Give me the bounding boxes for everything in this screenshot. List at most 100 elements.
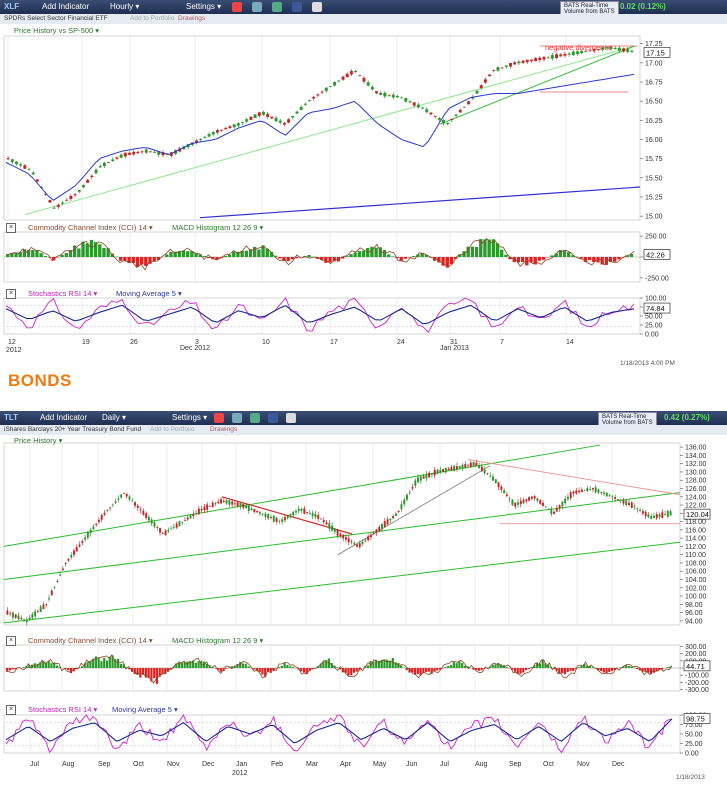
close-panel-icon[interactable]: × [6, 289, 16, 299]
facebook-icon[interactable] [268, 413, 278, 423]
tlt-cci-macd-bar [75, 668, 78, 670]
add-indicator-button[interactable]: Add Indicator [40, 413, 88, 422]
tlt-cci-macd-bar [491, 664, 494, 668]
xlf-steep-trendline [439, 45, 636, 125]
tlt-price-candle [619, 500, 622, 501]
print-icon[interactable] [252, 2, 262, 12]
xlf-cci-macd-bar [433, 257, 437, 261]
tlt-price-y-tick-label: 116.00 [685, 527, 706, 534]
xlf-price-candle [496, 67, 500, 71]
email-icon[interactable] [286, 413, 296, 423]
xlf-cci-macd-bar [261, 245, 265, 257]
tlt-price-candle [583, 489, 586, 491]
close-panel-icon[interactable]: × [6, 705, 16, 715]
interval-select[interactable]: Hourly [110, 2, 139, 11]
tlt-price-candle [669, 511, 672, 516]
xlf-price-candle [262, 111, 265, 115]
negative-divergence-annotation: negative divergence [545, 43, 613, 52]
tlt-price-candle [403, 499, 406, 505]
xlf-cci-macd-bar [244, 250, 248, 257]
alert-icon[interactable] [214, 413, 224, 423]
tlt-cci-macd-bar [333, 665, 336, 668]
tlt-price-candle [11, 612, 14, 618]
tlt-price-candle [461, 464, 464, 469]
xlf-cci-macd-bar [441, 257, 445, 266]
email-icon[interactable] [312, 2, 322, 12]
tlt-cci-macd-bar [55, 665, 59, 668]
tlt-price-candle [167, 530, 170, 532]
tlt-cci-macd-bar [555, 668, 558, 671]
tlt-cci-macd-bar [383, 659, 386, 668]
ticker-input[interactable]: TLT [4, 413, 19, 422]
tlt-cci-macd-bar [89, 660, 92, 668]
macd-title-text: MACD Histogram 12 26 9 [172, 636, 258, 645]
tlt-x-tick-label: Jul [30, 761, 39, 768]
interval-select[interactable]: Daily [102, 413, 126, 422]
xlf-price-candle [358, 75, 362, 77]
tlt-price-candle [34, 611, 37, 617]
tlt-cci-macd-bar [344, 668, 347, 673]
close-panel-icon[interactable]: × [6, 223, 16, 233]
tlt-price-y-tick-label: 136.00 [685, 445, 707, 452]
tlt-price-candle [159, 528, 161, 533]
tlt-red-trendline [221, 496, 353, 535]
xlf-price-candle [383, 92, 387, 97]
settings-button[interactable]: Settings [186, 2, 221, 11]
print-icon[interactable] [232, 413, 242, 423]
xlf-cci-macd-bar [336, 257, 341, 262]
tlt-stoch-y-tick-label: 50.00 [685, 732, 703, 739]
xlf-cci-macd-bar [215, 257, 219, 260]
tlt-stoch-last-value: 98.75 [686, 714, 705, 723]
tlt-cci-macd-bar [377, 660, 381, 668]
close-panel-icon[interactable]: × [6, 636, 16, 646]
alert-icon[interactable] [232, 2, 242, 12]
xlf-x-tick-label: 2012 [6, 347, 22, 354]
xlf-cci-macd-bar [378, 247, 382, 257]
tlt-cci-macd-bar [194, 662, 197, 668]
tlt-price-candle [264, 513, 267, 517]
xlf-price-candle [555, 54, 559, 59]
xlf-price-candle [475, 90, 479, 94]
xlf-price-candle [467, 101, 471, 105]
xlf-price-candle [245, 119, 249, 122]
add-to-portfolio-link[interactable]: Add to Portfolio [130, 15, 175, 22]
tlt-cci-y-tick-label: -100.00 [685, 673, 709, 680]
drawings-link[interactable]: Drawings [210, 426, 238, 433]
tlt-price-candle [28, 617, 31, 620]
xlf-price-candle [592, 48, 596, 51]
tlt-price-candle [628, 502, 630, 506]
tlt-price-candle [75, 546, 78, 552]
tlt-price-candle [333, 529, 336, 532]
facebook-icon[interactable] [292, 2, 302, 12]
xlf-price-candle [241, 122, 245, 123]
drawings-link[interactable]: Drawings [178, 15, 206, 22]
share-icon[interactable] [250, 413, 260, 423]
tlt-stoch-last-value-box [683, 713, 711, 724]
xlf-price-candle [69, 196, 73, 199]
settings-button[interactable]: Settings [172, 413, 207, 422]
tlt-cci-macd-bar [178, 661, 181, 668]
xlf-price-candle [236, 123, 240, 126]
add-to-portfolio-link[interactable]: Add to Portfolio [150, 426, 195, 433]
ticker-input[interactable]: XLF [4, 2, 20, 11]
xlf-cci-macd-bar [223, 256, 228, 257]
tlt-price-candle [217, 501, 220, 504]
tlt-cci-macd-bar [408, 668, 411, 673]
xlf-cci-macd-bar [190, 251, 194, 257]
tlt-cci-macd-bar [599, 668, 603, 671]
tlt-price-candle [120, 494, 123, 498]
tlt-price-y-tick-label: 102.00 [685, 585, 707, 592]
xlf-cci-macd-bar [462, 251, 466, 257]
tlt-cci-macd-bar [494, 664, 497, 668]
xlf-cci-macd-bar [366, 247, 370, 257]
xlf-price-candle [425, 109, 429, 113]
tlt-price-candle [336, 529, 339, 536]
add-indicator-button[interactable]: Add Indicator [42, 2, 90, 11]
tlt-price-candle [178, 521, 181, 527]
tlt-price-candle [480, 466, 483, 472]
tlt-price-y-tick-label: 134.00 [685, 453, 707, 460]
tlt-cci-macd-bar [258, 668, 261, 672]
tlt-cci-macd-bar [180, 662, 184, 668]
cci-title-text: Commodity Channel Index (CCI) 14 [28, 636, 147, 645]
share-icon[interactable] [272, 2, 282, 12]
